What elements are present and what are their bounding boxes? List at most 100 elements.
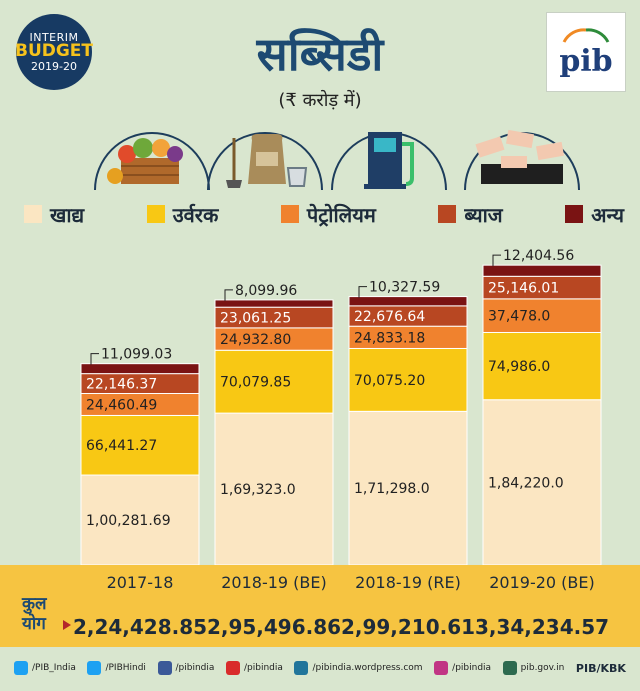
social-label: pib.gov.in — [520, 663, 565, 673]
category-label: 2018-19 (BE) — [221, 573, 327, 592]
legend-label: ब्याज — [464, 202, 503, 227]
leader-line — [224, 289, 233, 301]
legend-swatch — [565, 205, 584, 223]
data-label-other: 10,327.59 — [369, 280, 440, 296]
data-label-fertilizer: 70,079.85 — [220, 375, 291, 391]
data-label-food: 1,84,220.0 — [488, 475, 564, 491]
data-label-fertilizer: 70,075.20 — [354, 373, 425, 389]
tricolor-arc-icon — [562, 27, 610, 43]
legend-label: पेट्रोलियम — [306, 202, 376, 227]
social-label: /pibindia — [452, 663, 492, 673]
data-label-petroleum: 24,932.80 — [220, 332, 291, 348]
bar-segment-food — [348, 410, 468, 566]
total-value: 2,99,210.61 — [340, 615, 476, 639]
twitter-icon — [14, 661, 28, 675]
bar-segment-petroleum — [482, 298, 602, 333]
total-arrow-icon — [63, 620, 71, 630]
pib-logo: pib — [546, 12, 626, 92]
instagram-icon — [434, 661, 449, 675]
facebook-icon — [157, 661, 172, 675]
badge-line-3: 2019-20 — [31, 59, 77, 73]
bar-segment-food — [214, 412, 334, 566]
social-link-facebook[interactable]: /pibindia — [157, 661, 215, 675]
badge-line-2: BUDGET — [14, 41, 94, 62]
globe-icon — [502, 661, 517, 675]
data-label-food: 1,71,298.0 — [354, 481, 430, 497]
social-link-website[interactable]: pib.gov.in — [502, 661, 565, 675]
data-label-food: 1,69,323.0 — [220, 482, 296, 498]
total-value: 2,95,496.86 — [206, 615, 342, 639]
social-label: /pibindia.wordpress.com — [312, 663, 423, 673]
data-label-fertilizer: 74,986.0 — [488, 359, 550, 375]
data-label-interest: 22,146.37 — [86, 377, 157, 393]
data-label-petroleum: 37,478.0 — [488, 309, 550, 325]
social-label: /pibindia — [244, 663, 283, 673]
leader-line — [492, 254, 501, 267]
stacked-bar-chart: 1,00,281.69 66,441.27 24,460.49 22,146.37 11… — [80, 248, 602, 566]
data-label-other: 12,404.56 — [503, 248, 574, 264]
credit-label: PIB/KBK — [575, 661, 626, 675]
category-label: 2019-20 (BE) — [489, 573, 595, 592]
youtube-icon — [226, 661, 240, 675]
social-label: /PIB_India — [32, 663, 76, 673]
total-label: कुल योग — [22, 594, 47, 634]
legend-swatch — [146, 205, 165, 223]
legend-label: अन्य — [591, 202, 624, 227]
data-label-food: 1,00,281.69 — [86, 513, 171, 529]
chart-legend: खाद्य उर्वरक पेट्रोलियम ब्याज अन्य — [24, 200, 624, 228]
currency-notes-icon — [457, 118, 587, 194]
social-link-instagram[interactable]: /pibindia — [434, 661, 491, 675]
data-label-petroleum: 24,460.49 — [86, 397, 157, 413]
fertilizer-sack-icon — [200, 118, 330, 194]
data-label-other: 11,099.03 — [101, 347, 172, 363]
twitter-icon — [87, 661, 102, 675]
data-label-interest: 23,061.25 — [220, 311, 291, 327]
interim-budget-badge: INTERIM BUDGET 2019-20 — [14, 14, 94, 90]
data-label-fertilizer: 66,441.27 — [86, 438, 157, 454]
leader-line — [358, 286, 367, 298]
data-label-interest: 25,146.01 — [488, 281, 559, 297]
bar-segment-food — [80, 474, 200, 566]
social-link-wordpress[interactable]: /pibindia.wordpress.com — [294, 661, 423, 675]
subsidy-icon-row — [0, 118, 640, 194]
food-basket-icon — [87, 118, 217, 194]
social-link-youtube[interactable]: /pibindia — [226, 661, 283, 675]
bar-segment-fertilizer — [80, 414, 200, 476]
fuel-pump-icon — [324, 118, 454, 194]
bar-segment-other — [348, 296, 468, 307]
bar-segment-fertilizer — [214, 349, 334, 414]
data-label-interest: 22,676.64 — [354, 309, 425, 325]
leader-line — [90, 353, 99, 365]
totals-band: 2017-18 2018-19 (BE) 2018-19 (RE) 2019-2… — [0, 565, 640, 647]
bar-segment-fertilizer — [482, 331, 602, 401]
social-label: /pibindia — [175, 663, 215, 673]
bar-segment-other — [80, 363, 200, 375]
pib-logo-text: pib — [559, 43, 613, 79]
social-link-twitter-pib-hindi[interactable]: /PIBHindi — [87, 661, 146, 675]
page-subtitle: (₹ करोड़ में) — [278, 90, 362, 111]
bar-segment-food — [482, 399, 602, 566]
legend-swatch — [280, 205, 299, 223]
legend-item-petroleum: पेट्रोलियम — [280, 201, 376, 228]
social-links-bar: /PIB_India /PIBHindi /pibindia /pibindia… — [0, 652, 640, 684]
data-label-other: 8,099.96 — [235, 283, 297, 299]
total-value: 2,24,428.85 — [72, 615, 208, 639]
bar-segment-other — [214, 299, 334, 308]
legend-label: उर्वरक — [172, 202, 219, 227]
legend-item-fertilizer: उर्वरक — [146, 201, 219, 228]
social-link-twitter-pib-india[interactable]: /PIB_India — [14, 661, 76, 675]
total-value: 3,34,234.57 — [474, 615, 610, 639]
legend-item-food: खाद्य — [24, 201, 84, 228]
badge-line-1: INTERIM — [29, 30, 79, 44]
category-label: 2017-18 — [106, 573, 174, 592]
bar-segment-other — [482, 264, 602, 277]
legend-label: खाद्य — [50, 202, 85, 227]
legend-item-interest: ब्याज — [438, 201, 503, 228]
legend-item-other: अन्य — [565, 201, 624, 228]
data-label-petroleum: 24,833.18 — [354, 330, 425, 346]
bar-segment-fertilizer — [348, 347, 468, 412]
page-title: सब्सिडी — [256, 27, 384, 81]
legend-swatch — [24, 205, 42, 223]
category-label: 2018-19 (RE) — [355, 573, 461, 592]
